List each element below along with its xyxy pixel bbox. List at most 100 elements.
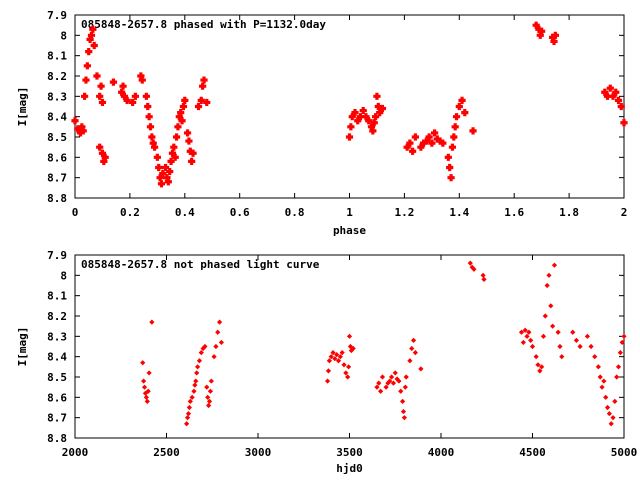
- x-tick-label: 2500: [153, 446, 180, 459]
- data-point: [168, 149, 177, 157]
- data-point: [131, 92, 139, 100]
- data-point: [195, 364, 201, 370]
- data-point: [606, 84, 614, 92]
- data-point: [388, 374, 395, 380]
- x-tick-label: 0.6: [230, 206, 250, 219]
- y-tick-label: 8.8: [47, 192, 67, 205]
- data-point: [592, 354, 598, 360]
- data-point: [570, 329, 576, 335]
- data-point: [215, 329, 221, 335]
- data-point: [539, 364, 545, 370]
- x-tick-label: 0.2: [120, 206, 140, 219]
- data-point: [549, 33, 557, 41]
- data-point: [144, 398, 150, 404]
- data-point: [383, 384, 389, 390]
- data-point: [529, 343, 536, 350]
- data-point: [458, 96, 466, 104]
- data-point: [81, 92, 89, 100]
- y-tick-label: 8.3: [47, 330, 67, 343]
- data-point: [183, 129, 192, 137]
- data-point: [546, 272, 552, 278]
- data-point: [337, 354, 343, 360]
- x-tick-label: 0.8: [285, 206, 305, 219]
- data-point: [417, 143, 425, 151]
- data-point: [185, 411, 192, 417]
- data-point: [369, 127, 377, 135]
- y-axis-label: I[mag]: [16, 327, 29, 367]
- data-point: [194, 102, 203, 111]
- data-point: [341, 362, 347, 368]
- data-point: [481, 276, 487, 282]
- data-point: [96, 143, 104, 151]
- data-point: [345, 374, 351, 380]
- data-point: [451, 123, 459, 131]
- data-point: [365, 117, 373, 125]
- data-point: [144, 102, 152, 111]
- data-point: [617, 350, 623, 356]
- data-point: [186, 147, 194, 155]
- data-point: [82, 76, 90, 84]
- data-point: [407, 358, 413, 364]
- data-point: [148, 133, 156, 141]
- x-tick-label: 0.4: [175, 206, 195, 219]
- data-point: [203, 98, 211, 107]
- data-point: [555, 329, 561, 335]
- x-tick-label: 2: [621, 206, 628, 219]
- data-point: [326, 358, 332, 364]
- data-point: [403, 374, 409, 380]
- x-tick-label: 5000: [611, 446, 638, 459]
- data-point: [418, 366, 424, 372]
- data-point: [198, 350, 204, 356]
- data-point: [428, 139, 436, 147]
- data-point: [181, 96, 189, 104]
- data-point: [535, 362, 541, 368]
- data-point: [199, 82, 207, 90]
- data-point: [367, 123, 376, 131]
- data-point: [324, 378, 331, 384]
- data-point: [398, 388, 404, 394]
- data-point: [536, 31, 544, 39]
- data-point: [612, 398, 618, 404]
- data-point: [153, 153, 161, 161]
- x-tick-label: 2000: [62, 446, 89, 459]
- data-point: [450, 133, 458, 141]
- data-point: [573, 337, 580, 343]
- data-points: [140, 260, 627, 427]
- data-point: [526, 329, 532, 335]
- y-tick-label: 8.4: [47, 351, 67, 364]
- data-point: [187, 398, 193, 404]
- data-point: [614, 96, 623, 104]
- y-tick-label: 8.6: [47, 151, 67, 164]
- data-point: [137, 72, 145, 80]
- y-tick-label: 8: [60, 29, 67, 42]
- data-point: [325, 368, 332, 374]
- data-point: [120, 92, 129, 100]
- data-point: [90, 41, 98, 50]
- data-point: [409, 345, 415, 352]
- y-tick-label: 8.2: [47, 310, 67, 323]
- data-point: [85, 48, 93, 56]
- data-point: [399, 398, 406, 404]
- data-point: [551, 31, 559, 39]
- chart-1: 0 0.2 0.4 0.6 0.8 1 1.2 1.4 1.6 1.8 2 7.9 8 8.1 8.2 8.3…: [16, 9, 628, 237]
- data-point: [145, 113, 153, 121]
- data-point: [200, 76, 208, 84]
- data-point: [170, 143, 178, 151]
- data-point: [411, 133, 419, 141]
- data-point: [146, 370, 152, 376]
- data-point: [218, 339, 224, 346]
- x-tick-label: 0: [72, 206, 79, 219]
- data-point: [406, 139, 414, 147]
- data-point: [597, 374, 603, 380]
- data-point: [610, 415, 616, 421]
- data-point: [74, 125, 82, 133]
- data-point: [350, 345, 356, 352]
- x-tick-label: 3500: [336, 446, 363, 459]
- data-point: [577, 343, 583, 350]
- data-point: [78, 123, 86, 131]
- data-point: [86, 35, 94, 43]
- data-point: [172, 133, 181, 141]
- data-point: [192, 382, 198, 388]
- data-point: [347, 123, 355, 131]
- y-tick-label: 7.9: [47, 249, 67, 262]
